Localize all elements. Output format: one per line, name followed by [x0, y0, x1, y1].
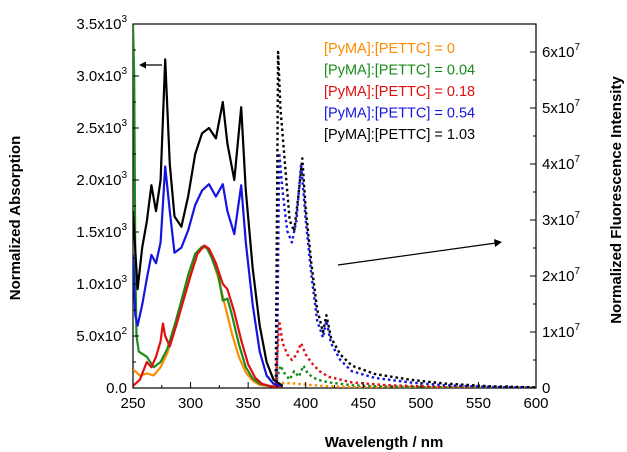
y-left-tick-label-3: 1.5x103 [76, 222, 127, 241]
absorption-line-1 [133, 24, 283, 388]
legend-entry-2: [PyMA]:[PETTC] = 0.18 [324, 84, 475, 100]
x-axis-title: Wavelength / nm [325, 434, 444, 451]
legend-entry-0: [PyMA]:[PETTC] = 0 [324, 41, 455, 57]
legend-entry-4: [PyMA]:[PETTC] = 1.03 [324, 127, 475, 143]
y-left-tick-label-2: 1.0x103 [76, 274, 127, 293]
y-left-tick-label-4: 2.0x103 [76, 170, 127, 189]
arrow-right-line [337, 242, 497, 266]
y-left-tick-label-5: 2.5x103 [76, 118, 127, 137]
y-right-tick-label-1: 1x107 [542, 322, 581, 341]
y-left-tick-label-6: 3.0x103 [76, 66, 127, 85]
x-tick-label-2: 350 [236, 395, 261, 412]
x-tick-label-0: 250 [120, 395, 145, 412]
y-right-tick-label-6: 6x107 [542, 42, 581, 61]
fluorescence-line-2 [274, 319, 536, 388]
absorption-line-3 [133, 165, 283, 388]
fluorescence-line-3 [275, 151, 536, 388]
absorption-line-4 [133, 58, 284, 387]
y-right-tick-label-5: 5x107 [542, 98, 581, 117]
y-axis-right-title: Normalized Fluorescence Intensity [608, 76, 625, 324]
y-left-tick-label-0: 0.0 [106, 380, 127, 397]
x-tick-label-1: 300 [178, 395, 203, 412]
y-right-tick-label-4: 4x107 [542, 154, 581, 173]
legend-entry-1: [PyMA]:[PETTC] = 0.04 [324, 63, 475, 79]
fluorescence-line-0 [276, 381, 536, 388]
legend-entry-3: [PyMA]:[PETTC] = 0.54 [324, 106, 475, 122]
arrow-left-head [139, 61, 146, 69]
x-tick-label-6: 550 [466, 395, 491, 412]
fluorescence-line-1 [275, 364, 536, 388]
x-tick-label-7: 600 [523, 395, 548, 412]
arrow-right-head [494, 239, 502, 247]
y-right-tick-label-2: 2x107 [542, 266, 581, 285]
y-right-tick-label-3: 3x107 [542, 210, 581, 229]
x-tick-label-5: 500 [408, 395, 433, 412]
x-tick-label-3: 400 [293, 395, 318, 412]
absorption-line-2 [133, 244, 283, 388]
y-left-tick-label-7: 3.5x103 [76, 14, 127, 33]
y-right-tick-label-0: 0 [542, 380, 550, 397]
fluorescence-line-4 [274, 50, 536, 388]
y-left-tick-label-1: 5.0x102 [76, 326, 127, 345]
plot-frame [132, 23, 537, 389]
x-tick-label-4: 450 [351, 395, 376, 412]
y-axis-left-title: Normalized Absorption [7, 136, 24, 300]
